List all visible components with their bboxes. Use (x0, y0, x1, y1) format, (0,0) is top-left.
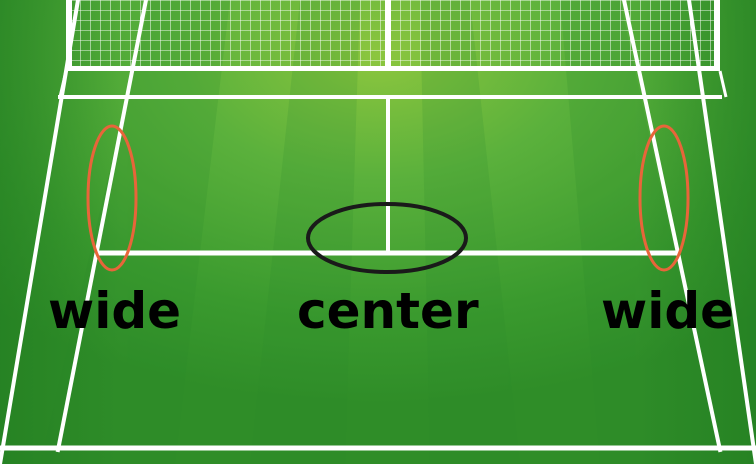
net-post-left (66, 0, 72, 71)
net-mesh (72, 0, 714, 66)
left-singles-sideline (55, 0, 149, 453)
right-outer-sideline (686, 0, 756, 464)
wide-right-marker (638, 124, 690, 272)
center-marker (306, 202, 468, 274)
net-band-bottom (66, 66, 720, 71)
tennis-net (58, 0, 728, 98)
right-singles-sideline (621, 0, 723, 453)
wide-left-marker (86, 124, 138, 272)
side-shade-right (636, 0, 756, 464)
net-post-right (714, 0, 720, 71)
wide-left-label: wide (48, 282, 182, 340)
net-strap (385, 0, 391, 71)
wide-right-label: wide (601, 282, 735, 340)
net-leg-left (58, 70, 68, 98)
center-label: center (297, 282, 479, 340)
net-leg-right (718, 70, 728, 98)
